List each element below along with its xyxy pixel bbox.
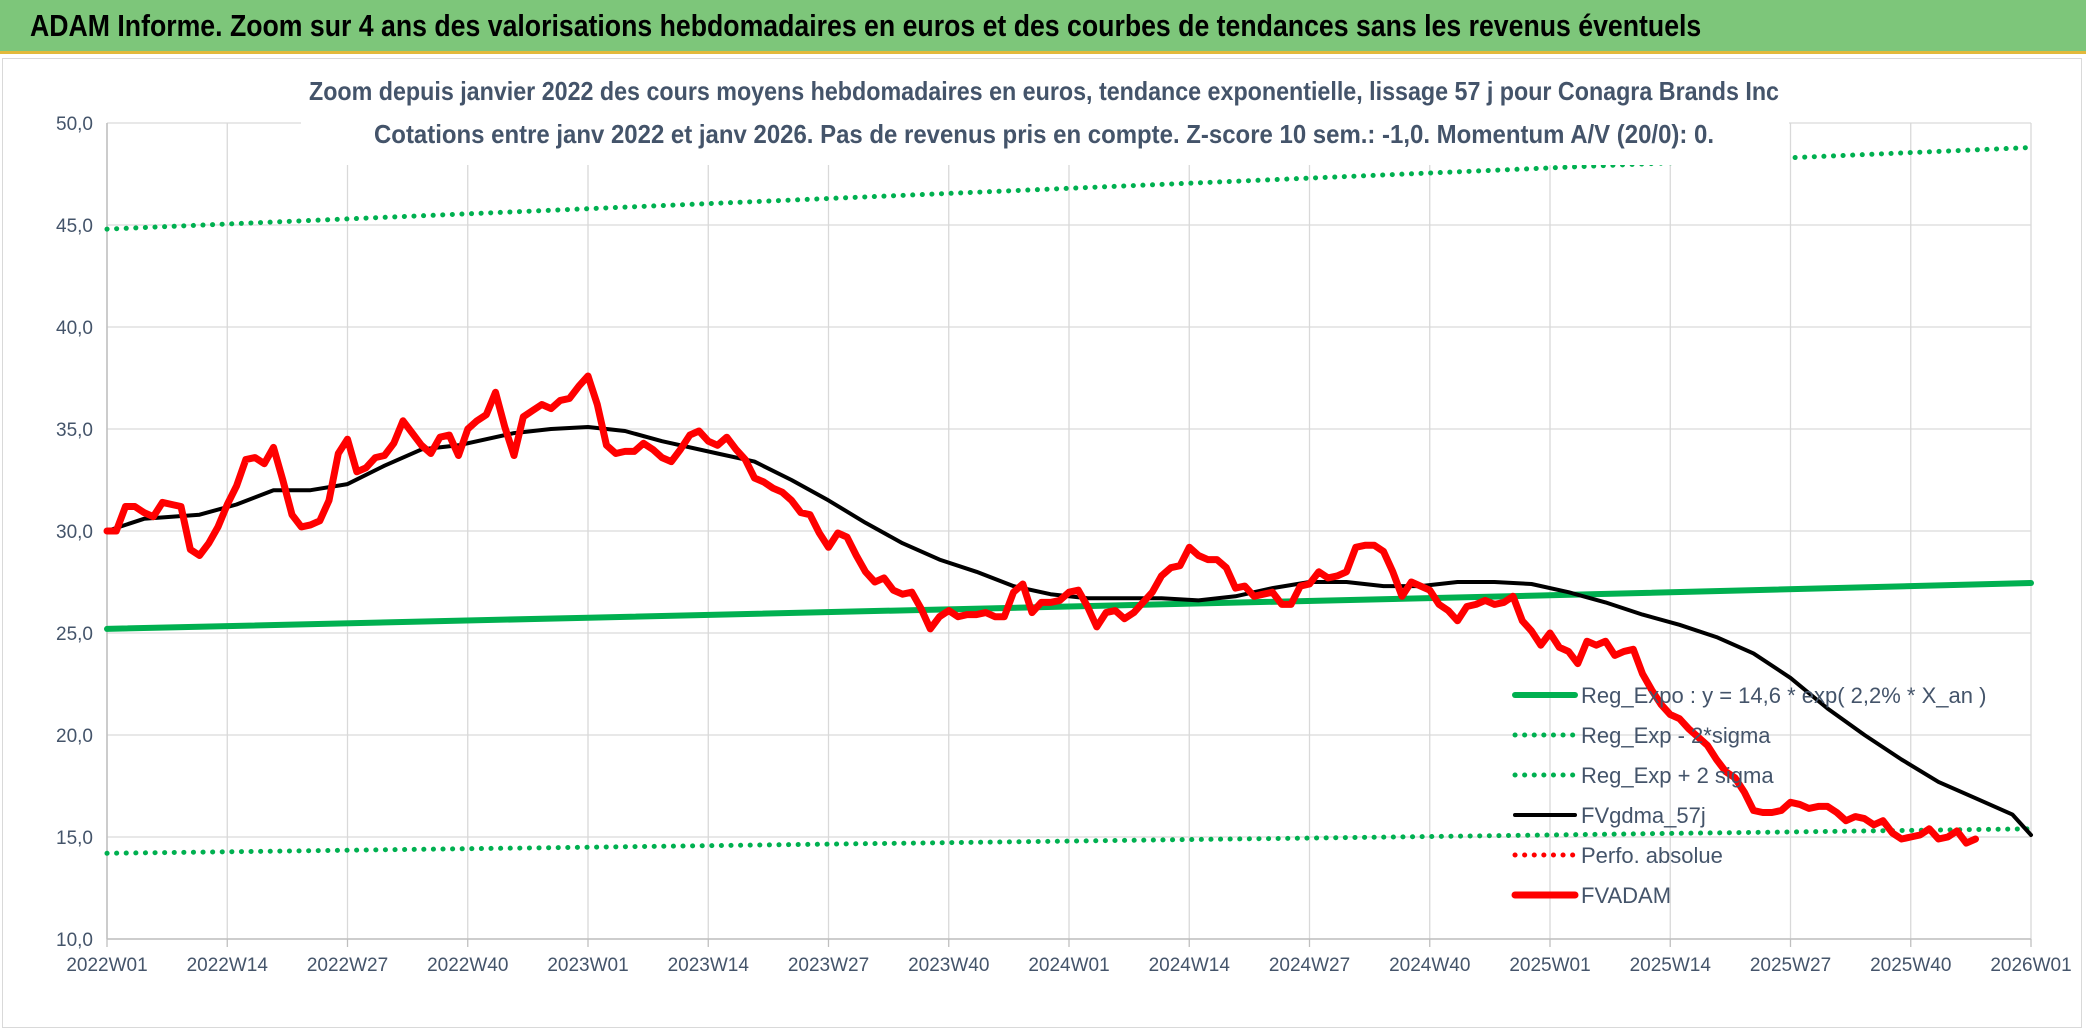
chart-title: Zoom depuis janvier 2022 des cours moyen…	[309, 76, 1779, 106]
legend-label: FVADAM	[1581, 883, 1671, 908]
x-tick-label: 2025W27	[1750, 955, 1831, 976]
y-tick-label: 30,0	[56, 522, 93, 543]
chart-titles: Zoom depuis janvier 2022 des cours moyen…	[301, 61, 1789, 165]
legend-label: Reg_Exp - 2*sigma	[1581, 723, 1771, 748]
chart-subtitle: Cotations entre janv 2022 et janv 2026. …	[374, 119, 1714, 149]
grid-lines	[106, 122, 2032, 940]
x-tick-label: 2023W40	[908, 955, 989, 976]
chart-area: 10,0 15,0 20,0 25,0 30,0 35,0 40,0 45,0 50,0 2022…	[2, 58, 2082, 1028]
series-line-0	[104, 580, 2034, 632]
x-tick-label: 2023W27	[788, 955, 869, 976]
x-tick-label: 2022W40	[427, 955, 508, 976]
x-tick-label: 2025W01	[1509, 955, 1590, 976]
y-tick-label: 20,0	[56, 726, 93, 747]
x-tick-label: 2024W01	[1028, 955, 1109, 976]
y-tick-label: 25,0	[56, 624, 93, 645]
legend-label: FVgdma_57j	[1581, 803, 1706, 828]
series-line-1	[104, 826, 2034, 856]
x-tick-label: 2022W01	[66, 955, 147, 976]
x-tick-label: 2023W14	[668, 955, 750, 976]
x-tick-label: 2023W01	[547, 955, 628, 976]
x-tick-label: 2026W01	[1990, 955, 2071, 976]
x-tick-label: 2024W14	[1149, 955, 1231, 976]
legend: Reg_Expo : y = 14,6 * exp( 2,2% * X_an )…	[1511, 683, 1986, 908]
y-tick-label: 10,0	[56, 930, 93, 951]
line-chart: 10,0 15,0 20,0 25,0 30,0 35,0 40,0 45,0 50,0 2022…	[56, 61, 2072, 976]
y-tick-label: 15,0	[56, 828, 93, 849]
legend-label: Reg_Exp + 2 sigma	[1581, 763, 1774, 788]
x-tick-label: 2024W27	[1269, 955, 1350, 976]
report-banner: ADAM Informe. Zoom sur 4 ans des valoris…	[0, 0, 2086, 54]
x-tick-label: 2024W40	[1389, 955, 1470, 976]
series-line-5	[103, 372, 1979, 847]
axes: 10,0 15,0 20,0 25,0 30,0 35,0 40,0 45,0 50,0 2022…	[56, 114, 2072, 976]
x-tick-label: 2022W14	[187, 955, 269, 976]
legend-label: Reg_Expo : y = 14,6 * exp( 2,2% * X_an )	[1581, 683, 1986, 708]
x-tick-label: 2025W40	[1870, 955, 1951, 976]
report-title: ADAM Informe. Zoom sur 4 ans des valoris…	[30, 8, 1702, 43]
y-tick-label: 35,0	[56, 420, 93, 441]
x-tick-label: 2022W27	[307, 955, 388, 976]
x-tick-label: 2025W14	[1630, 955, 1712, 976]
title-backdrop	[301, 61, 1789, 165]
legend-label: Perfo. absolue	[1581, 843, 1723, 868]
y-tick-label: 45,0	[56, 216, 93, 237]
series-line-3	[105, 425, 2033, 837]
y-tick-label: 50,0	[56, 114, 93, 135]
y-tick-label: 40,0	[56, 318, 93, 339]
